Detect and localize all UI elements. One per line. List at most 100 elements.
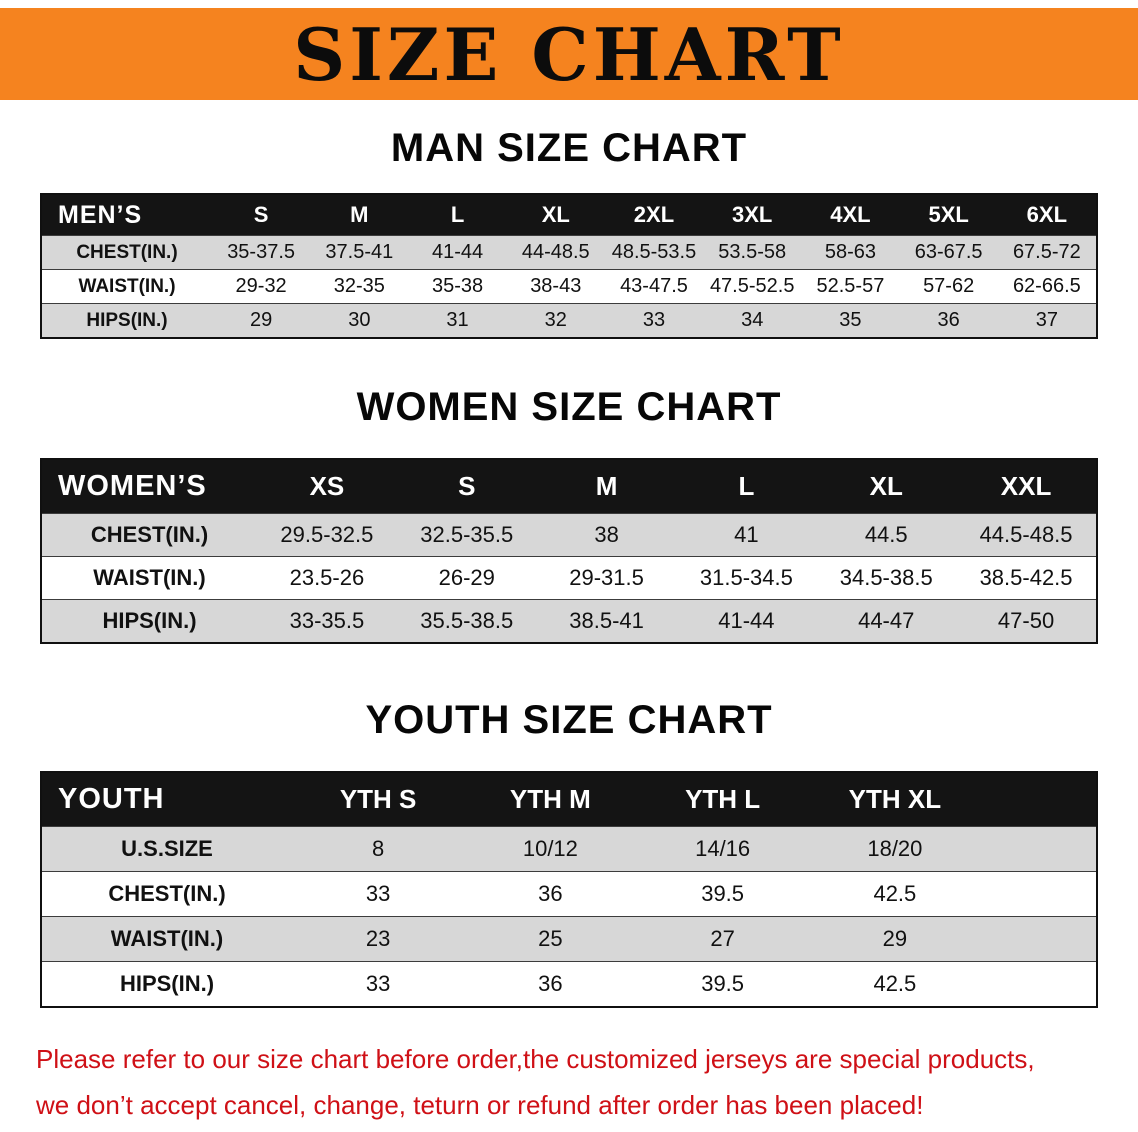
- measure-value: 32.5-35.5: [420, 522, 514, 547]
- measure-value: 10/12: [522, 836, 578, 861]
- measure-row-label: CHEST(IN.): [90, 522, 209, 547]
- table-header-row: YOUTH YTH S YTH M YTH L YTH XL: [42, 773, 1096, 826]
- measure-value: 53.5-58: [718, 241, 787, 263]
- men-section-heading: MAN SIZE CHART: [390, 126, 748, 170]
- measure-value: 57-62: [923, 275, 975, 297]
- measure-value: 33-35.5: [289, 608, 365, 633]
- measure-row-label: HIPS(IN.): [86, 309, 168, 331]
- measure-value: 47-50: [997, 608, 1055, 633]
- measure-row-label: WAIST(IN.): [93, 565, 206, 590]
- measure-value: 35-38: [431, 275, 484, 297]
- size-column-header: XS: [309, 471, 345, 501]
- disclaimer-text: Please refer to our size chart before or…: [0, 1036, 1138, 1128]
- measure-value: 38: [594, 522, 619, 547]
- size-column-header: YTH XL: [848, 784, 942, 814]
- measure-value: 26-29: [438, 565, 495, 590]
- size-column-header: XL: [541, 202, 570, 227]
- size-column-header: M: [595, 471, 618, 501]
- measure-value: 33: [365, 971, 391, 996]
- measure-value: 43-47.5: [620, 275, 688, 297]
- size-column-header: S: [253, 202, 269, 227]
- size-column-header: YTH M: [509, 784, 591, 814]
- measure-value: 33: [365, 881, 391, 906]
- measure-value: 58-63: [824, 241, 876, 263]
- measure-value: 31.5-34.5: [699, 565, 793, 590]
- measure-row: WAIST(IN.) 23.5-26 26-29 29-31.5 31.5-34.5 34…: [42, 556, 1096, 599]
- youth-section-heading: YOUTH SIZE CHART: [365, 698, 773, 742]
- measure-value: 34: [741, 309, 764, 331]
- table-header-row: WOMEN’S XS S M L XL XXL: [42, 460, 1096, 513]
- measure-row: CHEST(IN.) 29.5-32.5 32.5-35.5 38 41 44.5 44.5…: [42, 513, 1096, 556]
- size-column-header: 6XL: [1026, 202, 1068, 227]
- table-corner-label: WOMEN’S: [58, 470, 207, 502]
- measure-value: 67.5-72: [1012, 241, 1081, 263]
- table-corner-label: YOUTH: [58, 783, 165, 815]
- size-column-header: YTH S: [339, 784, 417, 814]
- measure-value: 29: [882, 926, 908, 951]
- measure-value: 36: [538, 971, 563, 996]
- measure-row: HIPS(IN.) 33-35.5 35.5-38.5 38.5-41 41-44 44-…: [42, 599, 1096, 642]
- measure-value: 39.5: [701, 881, 745, 906]
- size-column-header: L: [738, 471, 755, 501]
- women-section-heading: WOMEN SIZE CHART: [356, 385, 782, 429]
- size-column-header: 2XL: [633, 202, 675, 227]
- measure-value: 38-43: [530, 275, 582, 297]
- measure-value: 52.5-57: [816, 275, 885, 297]
- measure-value: 44-48.5: [521, 241, 590, 263]
- measure-value: 30: [348, 309, 371, 331]
- measure-value: 8: [372, 836, 385, 861]
- size-column-header: XL: [869, 471, 903, 501]
- table-header-row: MEN’S S M L XL 2XL 3XL 4XL 5XL 6XL: [42, 195, 1096, 235]
- measure-row-label: U.S.SIZE: [121, 836, 213, 861]
- size-column-header: XXL: [1000, 471, 1052, 501]
- measure-value: 44.5-48.5: [979, 522, 1073, 547]
- size-column-header: M: [350, 202, 369, 227]
- measure-value: 23: [365, 926, 391, 951]
- measure-value: 29-32: [235, 275, 287, 297]
- banner-title: SIZE CHART: [293, 11, 845, 97]
- measure-value: 14/16: [695, 836, 751, 861]
- measure-row: U.S.SIZE 8 10/12 14/16 18/20: [42, 826, 1096, 871]
- measure-value: 36: [937, 309, 960, 331]
- measure-value: 41: [734, 522, 759, 547]
- measure-row: WAIST(IN.) 29-32 32-35 35-38 38-43 43-47.5 47.…: [42, 269, 1096, 303]
- measure-value: 41-44: [718, 608, 775, 633]
- measure-row-label: WAIST(IN.): [78, 275, 176, 297]
- measure-value: 27: [710, 926, 735, 951]
- measure-value: 32: [544, 309, 567, 331]
- measure-value: 42.5: [873, 881, 917, 906]
- size-column-header: S: [458, 471, 476, 501]
- measure-value: 35.5-38.5: [420, 608, 514, 633]
- size-column-header: 4XL: [830, 202, 871, 227]
- measure-value: 44.5: [864, 522, 908, 547]
- disclaimer-line-1: Please refer to our size chart before or…: [36, 1044, 1035, 1074]
- size-column-header: L: [450, 202, 465, 227]
- measure-value: 33: [642, 309, 666, 331]
- disclaimer-line-2: we don’t accept cancel, change, teturn o…: [36, 1090, 924, 1120]
- measure-value: 29-31.5: [569, 565, 644, 590]
- measure-value: 35: [839, 309, 862, 331]
- measure-value: 38.5-41: [569, 608, 644, 633]
- measure-value: 29: [249, 309, 273, 331]
- size-column-header: 3XL: [732, 202, 773, 227]
- size-column-header: YTH L: [685, 784, 761, 814]
- measure-value: 34.5-38.5: [839, 565, 933, 590]
- women-section: WOMEN SIZE CHART WOMEN’S XS S M L XL XXL CHEST(…: [0, 385, 1138, 644]
- measure-value: 63-67.5: [914, 241, 983, 263]
- men-section: MAN SIZE CHART MEN’S S M L XL 2XL 3XL 4XL 5XL 6XL…: [0, 126, 1138, 339]
- measure-value: 37.5-41: [325, 241, 394, 263]
- measure-row: WAIST(IN.) 23 25 27 29: [42, 916, 1096, 961]
- measure-row: CHEST(IN.) 33 36 39.5 42.5: [42, 871, 1096, 916]
- measure-row: CHEST(IN.) 35-37.5 37.5-41 41-44 44-48.5 48.5…: [42, 235, 1096, 269]
- measure-value: 41-44: [431, 241, 484, 263]
- measure-value: 32-35: [333, 275, 385, 297]
- measure-row-label: HIPS(IN.): [102, 608, 197, 633]
- youth-size-table: YOUTH YTH S YTH M YTH L YTH XL U.S.SIZE 8 10/12…: [40, 771, 1098, 1008]
- measure-row-label: HIPS(IN.): [119, 971, 215, 996]
- measure-row: HIPS(IN.) 29 30 31 32 33 34 35 36 37: [42, 303, 1096, 337]
- measure-value: 62-66.5: [1012, 275, 1081, 297]
- measure-row-label: CHEST(IN.): [108, 881, 226, 906]
- measure-value: 36: [538, 881, 563, 906]
- table-corner-label: MEN’S: [58, 200, 143, 229]
